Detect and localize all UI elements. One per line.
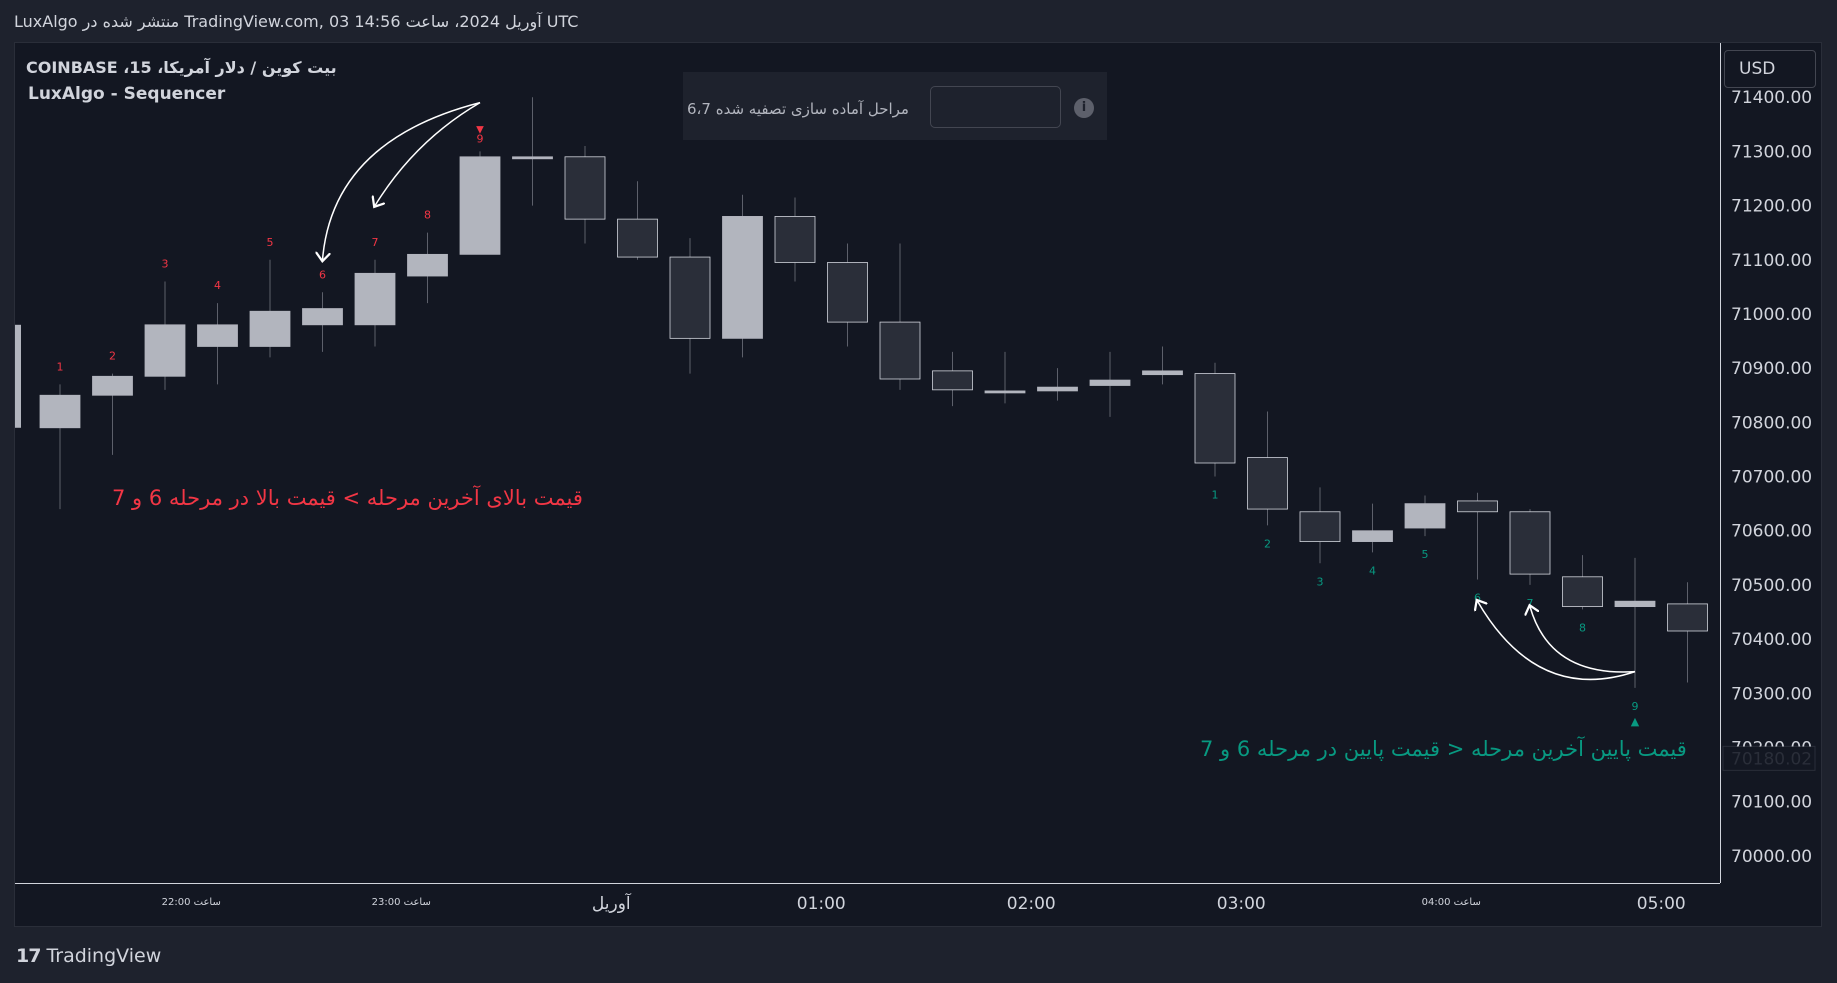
bullish-count-label: 5 <box>1422 548 1429 561</box>
buy-signal-icon: ▲ <box>1631 715 1640 728</box>
arrow-to-low-6 <box>1478 601 1636 681</box>
currency-button[interactable]: USD <box>1724 50 1816 88</box>
top-bar: LuxAlgo منتشر شده در TradingView.com, 03… <box>0 0 1837 42</box>
price-tick-label: 70300.00 <box>1731 684 1812 704</box>
bearish-count-label: 6 <box>319 268 326 281</box>
last-price-label: 70180.02 <box>1731 749 1812 769</box>
bearish-count-label: 2 <box>109 350 116 363</box>
candle <box>302 308 343 326</box>
indicator-settings-panel: مراحل آماده سازی تصفیه شده 6،7 i <box>683 72 1107 140</box>
info-icon[interactable]: i <box>1074 98 1094 118</box>
candle <box>879 321 921 380</box>
time-tick-label: ساعت 23:00 <box>372 897 431 908</box>
bullish-annotation: قیمت پایین آخرین مرحله < قیمت پایین در م… <box>1200 737 1687 761</box>
time-tick-label: 03:00 <box>1217 894 1266 914</box>
time-tick-label: ساعت 22:00 <box>162 897 221 908</box>
candle <box>827 262 868 323</box>
refined-setup-label: مراحل آماده سازی تصفیه شده 6،7 <box>687 100 909 118</box>
arrow-to-step-6 <box>323 101 481 260</box>
bullish-count-label: 6 <box>1474 592 1481 605</box>
price-tick-label: 70800.00 <box>1731 413 1812 433</box>
bullish-count-label: 4 <box>1369 564 1376 577</box>
tradingview-brand: 17 TradingView <box>16 945 161 967</box>
candle <box>564 156 606 220</box>
candle <box>1457 500 1498 513</box>
bearish-count-label: 5 <box>267 236 274 249</box>
candle <box>1247 457 1288 510</box>
bearish-count-label: 8 <box>424 209 431 222</box>
time-tick-label: 05:00 <box>1637 894 1686 914</box>
candle <box>669 256 711 339</box>
candle <box>144 324 186 377</box>
candle <box>1299 511 1341 542</box>
bullish-count-label: 8 <box>1579 621 1586 634</box>
time-tick-label: ساعت 04:00 <box>1422 897 1481 908</box>
candle <box>1194 373 1236 464</box>
candle <box>354 272 396 326</box>
price-tick-label: 71100.00 <box>1731 251 1812 271</box>
bullish-count-label: 7 <box>1527 597 1534 610</box>
candle <box>459 156 501 255</box>
candle <box>92 375 133 396</box>
price-axis[interactable]: 71400.00 71300.00 71200.00 71100.00 71000.00… <box>1716 43 1821 883</box>
symbol-title: بیت کوین / دلار آمریکا، 15، COINBASE <box>26 58 337 77</box>
candle <box>1089 379 1131 386</box>
price-tick-label: 70000.00 <box>1731 847 1812 867</box>
candle <box>512 156 553 160</box>
time-tick-label: 02:00 <box>1007 894 1056 914</box>
bullish-count-label: 2 <box>1264 537 1271 550</box>
candle <box>932 370 973 391</box>
candle <box>39 394 81 429</box>
last-price-tag <box>1722 745 1816 771</box>
bullish-count-label: 3 <box>1317 575 1324 588</box>
candle-partial <box>15 324 21 428</box>
price-tick-label: 70900.00 <box>1731 359 1812 379</box>
chart-frame <box>14 42 1822 927</box>
candle <box>1614 600 1656 608</box>
indicator-title[interactable]: LuxAlgo - Sequencer <box>28 84 226 104</box>
candle <box>617 218 658 258</box>
candle <box>1142 370 1183 376</box>
bearish-count-label: 1 <box>57 360 64 373</box>
arrow-to-low-7 <box>1530 607 1636 673</box>
publish-info: LuxAlgo منتشر شده در TradingView.com, 03… <box>14 12 579 31</box>
candle <box>1509 511 1551 575</box>
price-tick-label: 70600.00 <box>1731 522 1812 542</box>
bearish-annotation: قیمت بالای آخرین مرحله > قیمت بالا در مر… <box>112 486 583 510</box>
candle <box>1667 603 1708 632</box>
price-tick-label: 71000.00 <box>1731 305 1812 325</box>
brand-name: TradingView <box>46 945 162 967</box>
price-tick-label: 71400.00 <box>1731 88 1812 108</box>
price-tick-label: 70500.00 <box>1731 576 1812 596</box>
bearish-count-label: 4 <box>214 279 221 292</box>
candle <box>197 324 238 347</box>
price-tick-label: 70700.00 <box>1731 468 1812 488</box>
candle <box>1037 386 1078 392</box>
arrow-to-step-7 <box>375 101 481 206</box>
bearish-count-label: 7 <box>372 236 379 249</box>
bullish-count-label: 9 <box>1632 700 1639 713</box>
price-tick-label: 70100.00 <box>1731 793 1812 813</box>
bearish-count-label: 9 <box>477 132 484 145</box>
price-tick-label: 71300.00 <box>1731 142 1812 162</box>
price-tick-label: 71200.00 <box>1731 197 1812 217</box>
time-axis[interactable]: ساعت 22:00 ساعت 23:00 آوریل 01:00 02:00 03:00… <box>15 883 1720 926</box>
time-tick-label: 01:00 <box>797 894 846 914</box>
bearish-count-label: 3 <box>162 257 169 270</box>
bullish-count-label: 1 <box>1212 489 1219 502</box>
candle <box>249 310 291 347</box>
price-tick-label: 70400.00 <box>1731 630 1812 650</box>
candle <box>1562 576 1603 608</box>
candle <box>407 253 448 277</box>
tradingview-logo-icon: 17 <box>16 945 41 967</box>
candle <box>984 390 1026 394</box>
candle <box>774 216 816 263</box>
candle <box>1404 503 1446 529</box>
sell-signal-icon: ▼ <box>476 124 484 135</box>
time-tick-label: آوریل <box>592 892 632 914</box>
candle <box>722 216 763 339</box>
candle <box>1352 530 1393 542</box>
setup-value-input[interactable] <box>930 86 1061 128</box>
